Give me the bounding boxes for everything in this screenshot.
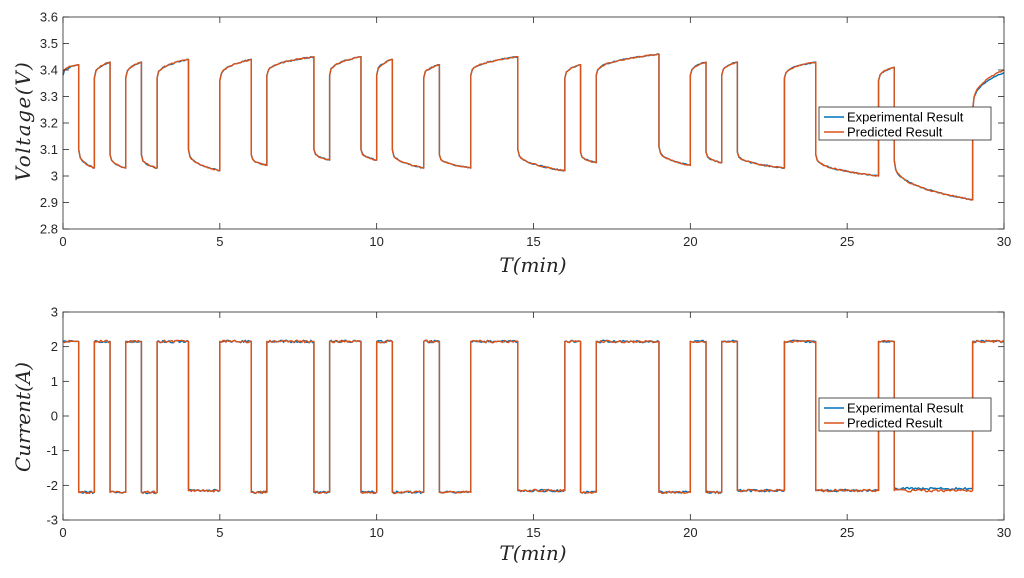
y-tick-label: 3.2 <box>40 116 58 131</box>
legend-entry-label: Predicted Result <box>847 125 943 140</box>
voltage-xlabel: T(min) <box>499 253 566 277</box>
y-tick-label: 3.3 <box>40 89 58 104</box>
y-tick-label: 0 <box>51 409 58 424</box>
x-tick-label: 0 <box>59 525 66 540</box>
legend-box <box>818 397 992 432</box>
legend-entry-label: Experimental Result <box>847 401 964 416</box>
current-xlabel: T(min) <box>499 541 566 565</box>
x-tick-label: 30 <box>997 525 1011 540</box>
y-tick-label: -1 <box>46 443 58 458</box>
legend-entry-label: Predicted Result <box>847 416 943 431</box>
x-tick-label: 15 <box>526 525 540 540</box>
current-ylabel: Current(A) <box>11 362 35 472</box>
x-tick-label: 25 <box>840 525 854 540</box>
y-tick-label: -2 <box>46 478 58 493</box>
x-tick-label: 30 <box>997 234 1011 249</box>
y-tick-label: 3 <box>51 305 58 320</box>
y-tick-label: 2.9 <box>40 195 58 210</box>
y-tick-label: -3 <box>46 513 58 528</box>
legend-entry-label: Experimental Result <box>847 110 964 125</box>
x-tick-label: 15 <box>526 234 540 249</box>
x-tick-label: 20 <box>683 525 697 540</box>
x-tick-label: 5 <box>216 234 223 249</box>
series-line-predicted <box>62 53 1005 201</box>
series-line-predicted <box>62 339 1005 495</box>
voltage-plot: Voltage(V) T(min) 0 5 10 15 20 25 30 2.8 2.9 3 3.1… <box>11 10 1011 278</box>
y-tick-label: 3.6 <box>40 10 58 25</box>
x-tick-label: 25 <box>840 234 854 249</box>
y-tick-label: 3.4 <box>40 63 58 78</box>
y-tick-label: 2.8 <box>40 222 58 237</box>
y-tick-label: 3.1 <box>40 142 58 157</box>
legend-box <box>818 106 992 141</box>
x-tick-label: 20 <box>683 234 697 249</box>
y-tick-label: 1 <box>51 374 58 389</box>
voltage-ylabel: Voltage(V) <box>11 61 35 182</box>
current-plot: Current(A) T(min) 0 5 10 15 20 25 30 -3 -2 -1 0 1 2 3… <box>11 305 1011 566</box>
x-tick-label: 10 <box>369 525 383 540</box>
y-tick-label: 2 <box>51 339 58 354</box>
x-tick-label: 5 <box>216 525 223 540</box>
y-tick-label: 3.5 <box>40 36 58 51</box>
x-tick-label: 0 <box>59 234 66 249</box>
x-tick-label: 10 <box>369 234 383 249</box>
y-tick-label: 3 <box>51 169 58 184</box>
